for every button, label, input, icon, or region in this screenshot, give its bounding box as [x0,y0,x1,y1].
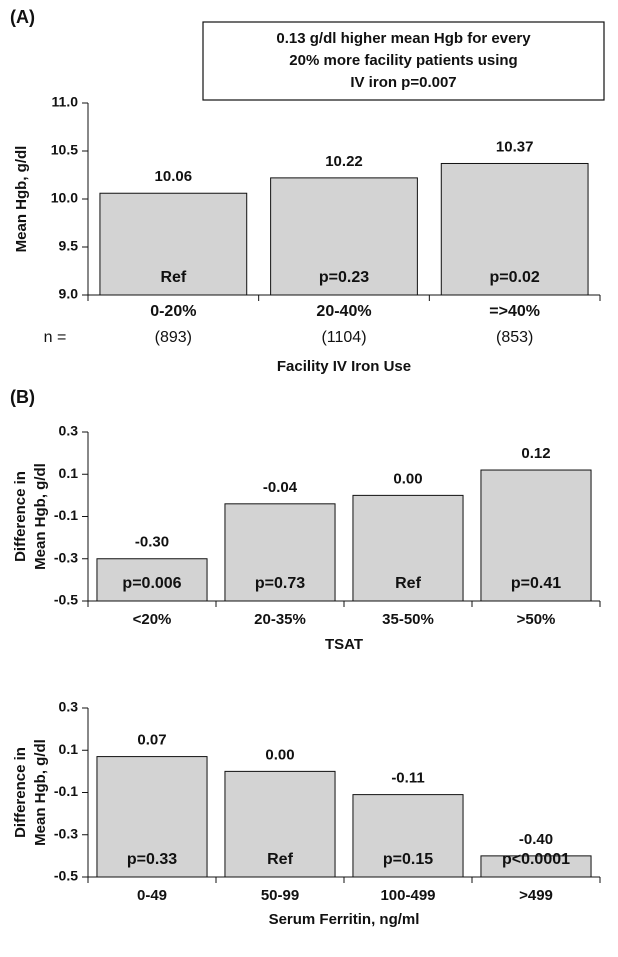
panel-label: (B) [10,387,35,407]
y-tick-label: 0.3 [59,423,79,439]
bar-inner-label: p=0.41 [511,575,561,592]
y-tick-label: 9.0 [59,286,79,302]
bar-inner-label: p=0.23 [319,269,369,286]
x-tick-label: =>40% [489,303,540,320]
y-tick-label: -0.1 [54,507,78,523]
n-value: (893) [155,329,192,346]
annotation: 0.13 g/dl higher mean Hgb for every [276,30,531,47]
bar [224,770,336,878]
bar [270,177,418,296]
value-label: -0.04 [263,479,298,496]
panel-label: (A) [10,7,35,27]
value-label: 0.00 [265,746,294,763]
x-tick-label: 20-35% [254,611,306,628]
y-tick-label: -0.3 [54,549,78,565]
bar [440,162,589,296]
bar [224,503,336,602]
bar-inner-label: p=0.006 [122,575,181,592]
y-tick-label: -0.1 [54,783,78,799]
x-tick-label: 35-50% [382,611,434,628]
bar [99,192,248,296]
y-tick-label: 9.5 [59,238,79,254]
y-axis-label: Difference in [12,747,29,838]
y-axis-label: Mean Hgb, g/dl [13,146,30,253]
x-tick-label: >499 [519,887,553,904]
value-label: -0.40 [519,831,553,848]
value-label: 0.12 [521,445,550,462]
bar-inner-label: p=0.15 [383,851,433,868]
y-tick-label: -0.3 [54,825,78,841]
bar-inner-label: Ref [160,269,186,286]
y-tick-label: 0.1 [59,465,79,481]
value-label: 10.06 [155,168,193,185]
x-tick-label: 20-40% [316,303,371,320]
bar-inner-label: p=0.33 [127,851,177,868]
bar [96,558,208,602]
bar [352,494,464,602]
x-tick-label: <20% [133,611,172,628]
x-tick-label: 0-49 [137,887,167,904]
annotation: IV iron p=0.007 [350,74,456,91]
value-label: 0.07 [137,732,166,749]
x-axis-label: Serum Ferritin, ng/ml [269,911,420,928]
y-tick-label: 10.0 [51,190,78,206]
x-tick-label: >50% [517,611,556,628]
bar-inner-label: p=0.73 [255,575,305,592]
bar-inner-label: p=0.02 [490,269,540,286]
n-value: (853) [496,329,533,346]
bar-inner-label: p<0.0001 [502,851,570,868]
value-label: 10.37 [496,138,534,155]
bar [480,469,592,602]
x-tick-label: 100-499 [380,887,435,904]
y-tick-label: 11.0 [52,94,79,110]
x-axis-label: TSAT [325,636,363,653]
bar [352,794,464,878]
annotation: 20% more facility patients using [289,52,517,69]
bar [480,855,592,878]
value-label: -0.11 [391,770,424,787]
y-tick-label: 10.5 [51,142,78,158]
y-tick-label: 0.1 [59,741,79,757]
y-axis-label: Mean Hgb, g/dl [32,463,49,570]
value-label: 10.22 [325,153,363,170]
y-tick-label: -0.5 [54,592,78,608]
bar-inner-label: Ref [267,851,293,868]
bar [96,756,208,878]
y-axis-label: Difference in [12,471,29,562]
x-tick-label: 0-20% [150,303,196,320]
value-label: -0.30 [135,534,169,551]
value-label: 0.00 [393,470,422,487]
annotation-box [202,21,605,101]
n-value: (1104) [321,329,366,346]
x-axis-label: Facility IV Iron Use [277,358,411,375]
y-tick-label: 0.3 [59,699,79,715]
n-label: n = [44,329,67,346]
y-axis-label: Mean Hgb, g/dl [32,739,49,846]
bar-inner-label: Ref [395,575,421,592]
x-tick-label: 50-99 [261,887,299,904]
y-tick-label: -0.5 [54,868,78,884]
